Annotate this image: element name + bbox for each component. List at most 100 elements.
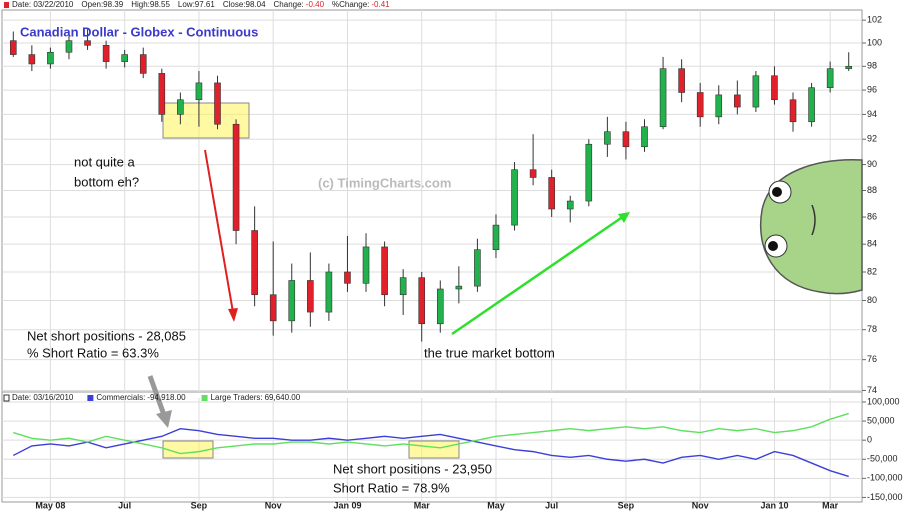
cot-panel-frame: [1, 391, 863, 503]
mouth: [811, 204, 816, 236]
x-tick-label: May: [487, 500, 505, 510]
arrow: [451, 214, 625, 336]
legend-swatch: [87, 395, 94, 401]
arrow-head: [228, 308, 238, 322]
header-field: -0.41: [371, 0, 390, 9]
arrow: [147, 375, 167, 416]
candle-body: [418, 277, 426, 325]
y-tick-label: -50,000: [867, 454, 898, 464]
candle-body: [474, 249, 481, 287]
candle-body: [121, 54, 128, 62]
legend-value: -94,918.00: [147, 393, 186, 402]
arrow: [204, 149, 235, 319]
candle-body: [808, 87, 815, 123]
x-tick-label: Sep: [191, 500, 208, 510]
annotation: the true market bottom: [424, 345, 555, 360]
candle-body: [9, 40, 17, 55]
x-tick-label: Jan 10: [760, 500, 788, 510]
y-tick-label: 80: [867, 295, 877, 305]
candle-body: [158, 73, 166, 115]
header-swatch: [4, 2, 9, 8]
candle-body: [771, 75, 778, 101]
candle-body: [232, 123, 240, 231]
candle-body: [734, 94, 741, 108]
watermark: (c) TimingCharts.com: [318, 175, 451, 190]
series-line: [13, 412, 849, 455]
y-tick-label: 100,000: [867, 396, 900, 406]
legend-label: Commercials:: [96, 393, 145, 402]
candle-body: [659, 68, 667, 128]
candle-body: [288, 280, 296, 322]
y-tick-label: 98: [867, 61, 877, 71]
header-swatch: [3, 394, 10, 402]
legend-value: 69,640.00: [265, 393, 301, 402]
y-tick-label: 92: [867, 134, 877, 144]
annotation: bottom eh?: [74, 174, 139, 189]
legend-label: Large Traders:: [211, 393, 263, 402]
header-field: Date: 03/16/2010: [12, 393, 74, 402]
y-tick-label: 94: [867, 109, 877, 119]
annotation: % Short Ratio = 63.3%: [27, 345, 159, 360]
highlight-box: [162, 440, 214, 459]
candle-body: [455, 285, 463, 290]
highlight-box: [408, 440, 460, 459]
annotation: not quite a: [74, 154, 135, 169]
candle-body: [102, 44, 110, 62]
y-tick-label: 88: [867, 185, 877, 195]
candle-body: [307, 280, 314, 313]
candle-body: [715, 94, 723, 118]
x-tick-label: May 08: [35, 500, 65, 510]
chart-title: Canadian Dollar - Globex - Continuous: [20, 24, 258, 39]
pupil: [772, 187, 782, 197]
x-tick-label: Jan 09: [333, 500, 361, 510]
annotation: Short Ratio = 78.9%: [333, 480, 450, 495]
candle-body: [325, 271, 333, 313]
candle-body: [845, 66, 853, 69]
candle-body: [826, 68, 834, 88]
header-field: Close:98.04: [223, 0, 266, 9]
y-tick-label: 86: [867, 211, 877, 221]
candle-body: [139, 54, 147, 74]
x-tick-label: Mar: [822, 500, 839, 510]
y-tick-label: 96: [867, 84, 877, 94]
y-tick-label: 0: [867, 435, 872, 445]
y-tick-label: 102: [867, 15, 882, 25]
candle-body: [177, 99, 184, 115]
candle-body: [436, 288, 444, 325]
candle-body: [344, 271, 351, 284]
y-tick-label: 100: [867, 37, 882, 47]
candle-body: [492, 224, 500, 250]
candle-body: [641, 126, 648, 148]
grid: [2, 10, 866, 502]
candle-body: [214, 82, 221, 125]
x-tick-label: Jul: [118, 500, 131, 510]
y-tick-label: 74: [867, 385, 877, 395]
y-tick-label: 84: [867, 239, 877, 249]
series-line: [12, 428, 849, 478]
candle-body: [251, 230, 258, 296]
candle-body: [269, 294, 277, 322]
candle-body: [548, 177, 555, 210]
header-field: Change:: [274, 0, 304, 9]
x-tick-label: Mar: [414, 500, 431, 510]
candle-body: [84, 40, 91, 46]
candle-body: [585, 143, 593, 202]
cot-header: Date: 03/16/2010 Commercials: -94,918.00 La…: [3, 393, 301, 402]
y-tick-label: -150,000: [867, 492, 903, 502]
candle-body: [566, 200, 574, 210]
candle-body: [65, 40, 73, 53]
arrow-head: [156, 410, 172, 428]
header-field: -0.40: [306, 0, 325, 9]
price-header: Date: 03/22/2010 Open:98.39 High:98.55 Low:…: [4, 0, 390, 9]
candle-body: [678, 68, 685, 93]
y-tick-label: 90: [867, 159, 877, 169]
candle-body: [28, 54, 36, 65]
cartoon-face: [759, 159, 863, 295]
legend-swatch: [201, 395, 208, 401]
candle-body: [511, 169, 518, 226]
candle-body: [696, 92, 704, 118]
y-tick-label: 82: [867, 266, 877, 276]
marks: [9, 29, 853, 478]
y-tick-label: 78: [867, 324, 877, 334]
